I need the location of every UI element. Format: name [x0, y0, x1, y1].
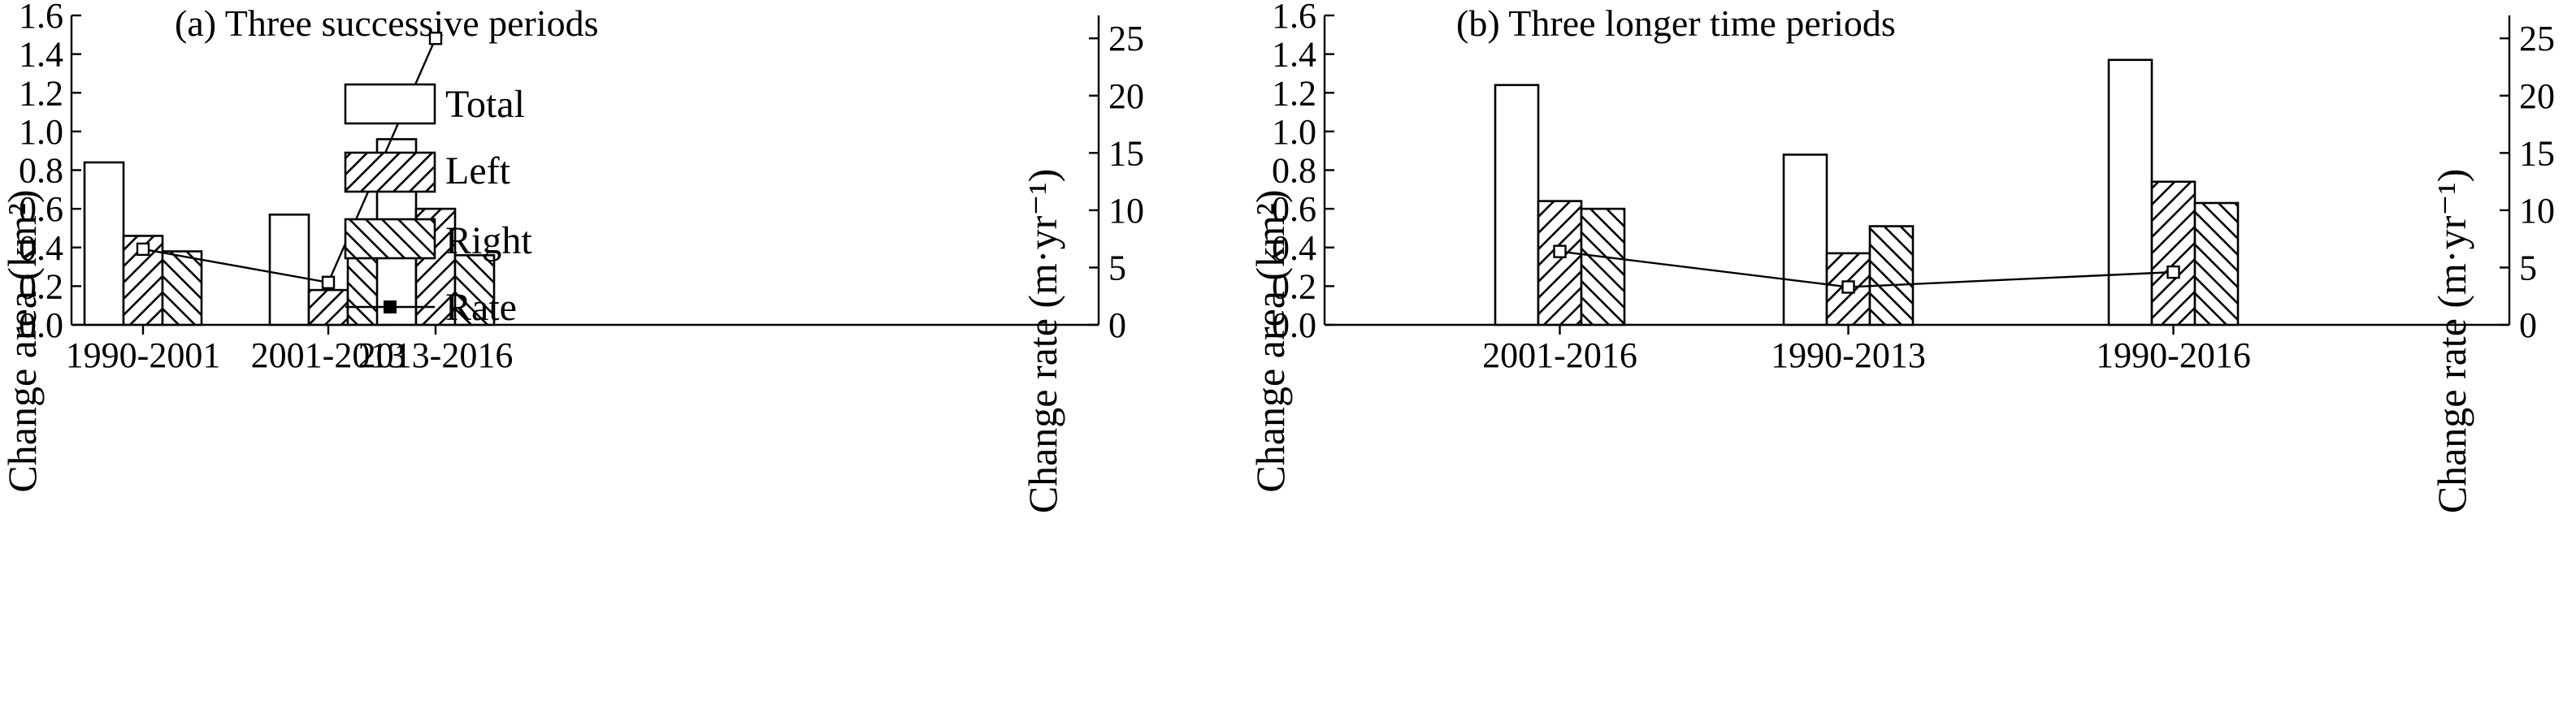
rate-point-1990-2001 — [136, 242, 150, 257]
left-tick-label: 1.0 — [1272, 112, 1316, 152]
legend: Total Left Right Rate — [344, 83, 532, 329]
x-tick-label: 2001-2013 — [251, 335, 406, 375]
legend-right-swatch — [344, 218, 436, 260]
left-tick-label: 0.8 — [19, 151, 63, 191]
right-tick-label: 5 — [2519, 248, 2537, 287]
rate-point-1990-2013 — [1841, 280, 1855, 294]
chart-panel-b: (b) Three longer time periods Change are… — [1247, 0, 2555, 513]
bar-total-1990-2013 — [1782, 153, 1828, 326]
panel-a-left-axis-title: Change area (km²) — [0, 189, 45, 492]
left-tick-label: 0.6 — [19, 189, 63, 229]
x-tick-label: 2013-2016 — [358, 335, 514, 375]
panel-a-left-axis: 0.00.20.40.60.81.01.21.41.6 — [19, 0, 81, 345]
rate-point-1990-2016 — [2166, 265, 2180, 279]
right-tick-label: 20 — [2519, 76, 2555, 116]
bar-left-1990-2016 — [2150, 180, 2197, 326]
left-tick-label: 1.6 — [19, 0, 63, 36]
x-tick-label: 1990-2016 — [2096, 335, 2251, 375]
rate-point-2001-2013 — [321, 275, 336, 289]
rate-point-2013-2016 — [428, 32, 443, 45]
bar-total-1990-2016 — [2107, 58, 2153, 326]
panel-b-bars — [1494, 58, 2240, 326]
panel-b-left-axis: 0.00.20.40.60.81.01.21.41.6 — [1272, 0, 1334, 345]
bar-right-1990-2016 — [2193, 201, 2240, 326]
x-tick-label: 1990-2013 — [1771, 335, 1926, 375]
bar-left-2001-2013 — [307, 288, 349, 326]
bar-total-2001-2016 — [1494, 84, 1540, 326]
bar-total-1990-2001 — [83, 161, 125, 326]
bar-total-2001-2013 — [268, 213, 310, 326]
panel-a-title: (a) Three successive periods — [175, 2, 599, 44]
x-tick-label: 1990-2001 — [66, 335, 221, 375]
left-tick-label: 0.4 — [19, 228, 63, 268]
right-tick-label: 15 — [1108, 133, 1144, 173]
left-tick-label: 0.4 — [1272, 228, 1316, 268]
bar-left-2001-2016 — [1537, 200, 1583, 326]
legend-rate-label: Rate — [445, 286, 517, 329]
right-tick-label: 25 — [1108, 19, 1144, 58]
right-tick-label: 15 — [2519, 133, 2555, 173]
panel-b-right-axis-title: Change rate (m·yr⁻¹) — [2429, 169, 2474, 514]
right-tick-label: 10 — [1108, 191, 1144, 231]
left-tick-label: 1.2 — [19, 73, 63, 113]
left-tick-label: 0.8 — [1272, 151, 1316, 191]
legend-total-label: Total — [445, 83, 525, 126]
left-tick-label: 1.0 — [19, 112, 63, 152]
left-tick-label: 1.2 — [1272, 73, 1316, 113]
right-tick-label: 5 — [1108, 248, 1126, 287]
left-tick-label: 1.4 — [1272, 35, 1316, 75]
legend-rate-marker — [384, 300, 397, 313]
left-tick-label: 1.6 — [1272, 0, 1316, 36]
panel-b-rate-line — [1553, 244, 2180, 294]
left-tick-label: 0.2 — [1272, 266, 1316, 306]
left-tick-label: 0.6 — [1272, 189, 1316, 229]
right-tick-label: 20 — [1108, 76, 1144, 116]
left-tick-label: 1.4 — [19, 35, 63, 75]
panel-b-left-axis-title: Change area (km²) — [1247, 189, 1293, 492]
bar-right-2013-2016 — [453, 253, 496, 326]
rate-point-2001-2016 — [1553, 244, 1567, 258]
legend-left-label: Left — [445, 149, 511, 192]
panel-a-right-axis: 0 5 10 15 20 25 — [1089, 15, 1144, 345]
legend-total-swatch — [344, 83, 436, 125]
right-tick-label: 25 — [2519, 19, 2555, 58]
panel-a-bars — [83, 138, 496, 326]
legend-right-label: Right — [445, 219, 532, 262]
left-tick-label: 0.0 — [1272, 305, 1316, 345]
x-tick-label: 2001-2016 — [1482, 335, 1637, 375]
right-tick-label: 0 — [1108, 305, 1126, 345]
chart-panel-a: (a) Three successive periods Change area… — [0, 0, 1144, 513]
panel-b-title: (b) Three longer time periods — [1456, 2, 1896, 44]
bar-right-2001-2016 — [1580, 207, 1626, 326]
right-tick-label: 0 — [2519, 305, 2537, 345]
panel-b-right-axis: 0 5 10 15 20 25 — [2500, 15, 2555, 345]
right-tick-label: 10 — [2519, 191, 2555, 231]
left-tick-label: 0.0 — [19, 305, 63, 345]
panel-a-right-axis-title: Change rate (m·yr⁻¹) — [1020, 169, 1065, 514]
panel-b-x-axis: 2001-2016 1990-2013 1990-2016 — [1325, 323, 2509, 375]
left-tick-label: 0.2 — [19, 266, 63, 306]
legend-left-swatch — [344, 151, 436, 193]
bar-right-1990-2001 — [161, 250, 203, 326]
bar-right-1990-2013 — [1868, 225, 1915, 326]
